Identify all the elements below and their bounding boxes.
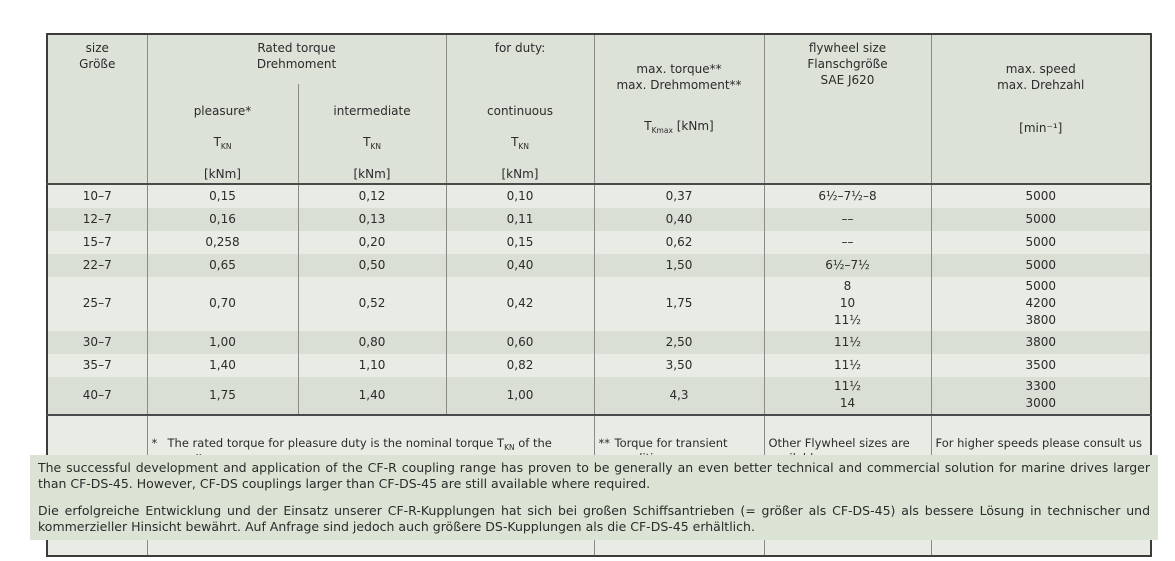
pleasure-cell: 1,75	[146, 376, 298, 415]
size-cell: 22–7	[47, 253, 147, 277]
continuous-cell: 0,11	[445, 207, 594, 231]
header-for-duty: for duty:	[445, 34, 594, 84]
footnote-speed-en: For higher speeds please consult us	[935, 435, 1142, 450]
continuous-cell: 0,60	[445, 330, 594, 354]
table-row-40-7: 40–7 1,75 1,40 1,00 4,3 11½ 14 3300 3000	[47, 376, 1151, 415]
size-cell: 15–7	[47, 230, 147, 254]
table-row-15-7: 15–7 0,258 0,20 0,15 0,62 –– 5000	[47, 230, 1151, 254]
double-asterisk-marker: **	[598, 435, 611, 450]
table-row-10-7: 10–7 0,15 0,12 0,10 0,37 6½–7½–8 5000	[47, 183, 1151, 208]
speed-cell: 3800	[930, 330, 1151, 354]
pleasure-cell: 0,16	[146, 207, 298, 231]
size-cell: 25–7	[47, 276, 147, 331]
table-row-22-7: 22–7 0,65 0,50 0,40 1,50 6½–7½ 5000	[47, 253, 1151, 277]
continuous-cell: 0,10	[445, 183, 594, 208]
flywheel-cell: 11½	[763, 330, 931, 354]
speed-cell: 5000	[930, 253, 1151, 277]
max-torque-lines: max. torque** max. Drehmoment**	[616, 62, 742, 93]
header-intermediate: intermediate TKN [kNm]	[297, 84, 446, 185]
max-torque-cell: 3,50	[593, 353, 764, 377]
table-row-30-7: 30–7 1,00 0,80 0,60 2,50 11½ 3800	[47, 330, 1151, 354]
intermediate-cell: 0,52	[297, 276, 446, 331]
continuous-cell: 0,15	[445, 230, 594, 254]
flywheel-cell: ––	[763, 230, 931, 254]
header-row-2: pleasure* TKN [kNm] intermediate TKN [kN…	[47, 84, 1151, 185]
intermediate-cell: 0,50	[297, 253, 446, 277]
max-torque-cell: 0,62	[593, 230, 764, 254]
header-size: size Größe	[47, 34, 147, 185]
speed-cell: 5000	[930, 183, 1151, 208]
table-row-12-7: 12–7 0,16 0,13 0,11 0,40 –– 5000	[47, 207, 1151, 231]
speed-cell: 3500	[930, 353, 1151, 377]
intermediate-cell: 0,12	[297, 183, 446, 208]
size-cell: 30–7	[47, 330, 147, 354]
speed-cell: 5000	[930, 230, 1151, 254]
max-speed-lines: max. speed max. Drehzahl	[997, 62, 1085, 93]
continuous-cell: 0,40	[445, 253, 594, 277]
max-torque-cell: 0,40	[593, 207, 764, 231]
max-torque-cell: 1,50	[593, 253, 764, 277]
size-cell: 35–7	[47, 353, 147, 377]
header-flywheel: flywheel size Flanschgröße SAE J620	[763, 34, 931, 185]
asterisk-marker: *	[151, 435, 158, 450]
table-row-35-7: 35–7 1,40 1,10 0,82 3,50 11½ 3500	[47, 353, 1151, 377]
flywheel-cell: 6½–7½	[763, 253, 931, 277]
size-cell: 12–7	[47, 207, 147, 231]
flywheel-cell: 11½ 14	[763, 376, 931, 415]
description-paragraph-en: The successful development and applicati…	[38, 460, 1150, 491]
flywheel-cell: ––	[763, 207, 931, 231]
flywheel-cell: 8 10 11½	[763, 276, 931, 331]
continuous-cell: 1,00	[445, 376, 594, 415]
max-torque-cell: 2,50	[593, 330, 764, 354]
speed-cell: 5000	[930, 207, 1151, 231]
header-max-torque: max. torque** max. Drehmoment** TKmax [k…	[593, 34, 764, 185]
intermediate-cell: 1,40	[297, 376, 446, 415]
max-torque-cell: 1,75	[593, 276, 764, 331]
table-row-25-7: 25–7 0,70 0,52 0,42 1,75 8 10 11½ 5000 4…	[47, 276, 1151, 331]
pleasure-cell: 0,258	[146, 230, 298, 254]
description-paragraph-de: Die erfolgreiche Entwicklung und der Ein…	[38, 503, 1150, 534]
pleasure-cell: 0,15	[146, 183, 298, 208]
header-pleasure: pleasure* TKN [kNm]	[146, 84, 298, 185]
max-torque-cell: 0,37	[593, 183, 764, 208]
pleasure-cell: 0,65	[146, 253, 298, 277]
size-cell: 10–7	[47, 183, 147, 208]
max-speed-unit: [min⁻¹]	[1019, 121, 1063, 135]
flywheel-cell: 11½	[763, 353, 931, 377]
continuous-cell: 0,82	[445, 353, 594, 377]
description-block: The successful development and applicati…	[30, 455, 1158, 540]
size-cell: 40–7	[47, 376, 147, 415]
header-row-1: size Größe Rated torque Drehmoment for d…	[47, 34, 1151, 185]
intermediate-cell: 0,13	[297, 207, 446, 231]
speed-cell: 3300 3000	[930, 376, 1151, 415]
continuous-cell: 0,42	[445, 276, 594, 331]
header-max-speed: max. speed max. Drehzahl [min⁻¹]	[930, 34, 1151, 185]
pleasure-cell: 0,70	[146, 276, 298, 331]
flywheel-cell: 6½–7½–8	[763, 183, 931, 208]
pleasure-cell: 1,40	[146, 353, 298, 377]
speed-cell: 5000 4200 3800	[930, 276, 1151, 331]
intermediate-cell: 0,20	[297, 230, 446, 254]
coupling-data-table: size Größe Rated torque Drehmoment for d…	[46, 33, 1152, 557]
intermediate-cell: 0,80	[297, 330, 446, 354]
header-rated-torque: Rated torque Drehmoment	[146, 34, 446, 84]
max-torque-symbol: TKmax [kNm]	[644, 119, 714, 136]
pleasure-cell: 1,00	[146, 330, 298, 354]
intermediate-cell: 1,10	[297, 353, 446, 377]
max-torque-cell: 4,3	[593, 376, 764, 415]
header-continuous: continuous TKN [kNm]	[445, 84, 594, 185]
